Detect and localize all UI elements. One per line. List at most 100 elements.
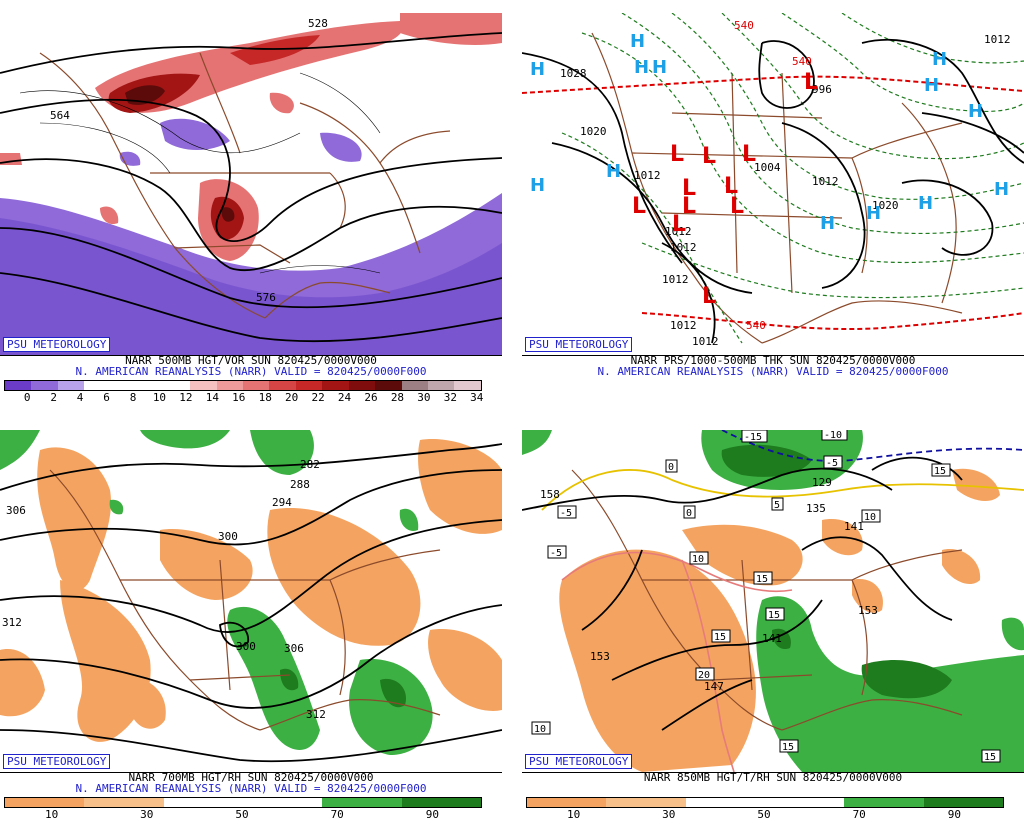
high-pressure-marker: H (968, 101, 983, 122)
colorbar-tick-label: 26 (364, 391, 378, 404)
contour-label: 306 (6, 504, 26, 517)
colorbar-tick-label: 6 (103, 391, 110, 404)
isobar-label: 996 (812, 83, 832, 96)
contour-label: 282 (300, 458, 320, 471)
colorbar-swatch (5, 381, 32, 390)
psu-meteorology-badge: PSU METEOROLOGY (525, 337, 633, 352)
map-label-box (689, 551, 709, 565)
map-label-box (765, 607, 785, 621)
isotherm-label: 20 (698, 670, 710, 681)
low-pressure-marker: L (804, 70, 818, 95)
isobar-label: 1012 (812, 175, 839, 188)
isobar-label: 1012 (670, 241, 697, 254)
high-pressure-marker: H (652, 57, 667, 78)
isobar-label: 1020 (580, 125, 607, 138)
colorbar-tick-label: 10 (152, 391, 167, 404)
isotherm-label: 10 (534, 724, 546, 735)
colorbar-tick-label: 28 (390, 391, 405, 404)
isobar-label: 1012 (665, 225, 692, 238)
psu-meteorology-badge: PSU METEOROLOGY (525, 754, 633, 769)
panel-subtitle: N. AMERICAN REANALYSIS (NARR) VALID = 82… (597, 365, 949, 378)
high-pressure-marker: H (866, 203, 881, 224)
isotherm-label: 15 (756, 574, 768, 585)
colorbar-tick-label: 30 (417, 391, 431, 404)
isobar-label: 1012 (634, 169, 661, 182)
colorbar-swatch (190, 381, 217, 390)
low-pressure-marker: L (724, 174, 738, 199)
low-pressure-marker: L (682, 176, 696, 201)
colorbar-swatch (923, 798, 1003, 807)
colorbar-swatch (137, 381, 164, 390)
high-pressure-marker: H (630, 31, 645, 52)
colorbar-swatch (110, 381, 138, 390)
colorbar-tick-label: 8 (129, 391, 137, 404)
map-500mb: 528 564 576 PSU METEOROLOGY (0, 13, 502, 356)
isotherm-label: 15 (714, 632, 726, 643)
colorbar-tick-label: 50 (235, 808, 249, 821)
map-label-box (753, 571, 773, 585)
high-pressure-marker: H (932, 49, 947, 70)
panel-subtitle: N. AMERICAN REANALYSIS (NARR) VALID = 82… (75, 782, 427, 795)
high-pressure-marker: H (994, 179, 1009, 200)
colorbar-swatch (606, 798, 686, 807)
colorbar-swatch (216, 381, 243, 390)
colorbar-tick-label: 30 (662, 808, 676, 821)
colorbar-swatch (322, 798, 402, 807)
high-pressure-marker: H (918, 193, 933, 214)
colorbar-swatch (764, 798, 845, 807)
map-pressure: 1028 1020 1012 1012 1012 1004 996 1012 1012 1012 1… (522, 13, 1024, 356)
isotherm-label: -5 (550, 548, 562, 559)
low-pressure-marker: L (672, 212, 686, 237)
colorbar-swatch (401, 798, 481, 807)
colorbar-swatch (844, 798, 924, 807)
colorbar-swatch (31, 381, 58, 390)
map-700mb: 306 300 294 288 282 312 300 306 312 PSU METEOROL… (0, 430, 502, 773)
contour-label: 141 (762, 632, 782, 645)
contour-label: 153 (590, 650, 610, 663)
low-pressure-marker: L (702, 284, 716, 309)
colorbar-swatch (5, 798, 85, 807)
isotherm-label: 10 (864, 512, 876, 523)
contour-label: 300 (236, 640, 256, 653)
isotherm-label: -10 (824, 430, 842, 441)
contour-label: 153 (858, 604, 878, 617)
colorbar-swatch (375, 381, 402, 390)
panel-pressure-thickness: 1028 1020 1012 1012 1012 1004 996 1012 1012 1012 1… (522, 13, 1024, 413)
colorbar-swatch (454, 381, 481, 390)
colorbar-tick-label: 50 (757, 808, 771, 821)
map-label-box (771, 497, 784, 511)
map-label-box (779, 739, 799, 753)
colorbar-swatch (401, 381, 428, 390)
contour-label: 576 (256, 291, 276, 304)
contour-label: 141 (844, 520, 864, 533)
colorbar-swatch (685, 798, 765, 807)
panel-subtitle: N. AMERICAN REANALYSIS (NARR) VALID = 82… (75, 365, 427, 378)
map-label-box (861, 509, 881, 523)
colorbar-swatch (269, 381, 296, 390)
isotherm-label: 15 (782, 742, 794, 753)
isobar-label: 1028 (560, 67, 587, 80)
panel-title: NARR 700MB HGT/RH SUN 820425/0000V000 (128, 771, 374, 784)
panel-title: NARR PRS/1000-500MB THK SUN 820425/0000V… (630, 354, 916, 367)
map-850mb: 158 153 147 153 135 129 141 141 -15 -10 -5 -5 0 5 0 10 1… (522, 430, 1024, 773)
colorbar-tick-label: 30 (140, 808, 154, 821)
colorbar-tick-label: 4 (76, 391, 84, 404)
map-label-box (981, 749, 1001, 763)
colorbar-swatch (163, 798, 243, 807)
colorbar-swatch (242, 381, 270, 390)
colorbar-tick-label: 10 (44, 808, 59, 821)
map-label-box (741, 430, 768, 443)
map-label-box (531, 721, 551, 735)
high-pressure-marker: H (530, 59, 545, 80)
isotherm-label: -5 (826, 458, 838, 469)
map-700mb-svg: 306 300 294 288 282 312 300 306 312 (0, 430, 502, 772)
map-pressure-svg: 1028 1020 1012 1012 1012 1004 996 1012 1012 1012 1… (522, 13, 1024, 355)
contour-label: 294 (272, 496, 292, 509)
thickness-label: 540 (734, 19, 754, 32)
isotherm-label: 15 (984, 752, 996, 763)
low-pressure-marker: L (742, 142, 756, 167)
map-label-box (823, 455, 843, 469)
contour-label: 528 (308, 17, 328, 30)
contour-label: 147 (704, 680, 724, 693)
colorbar-swatch (242, 798, 323, 807)
